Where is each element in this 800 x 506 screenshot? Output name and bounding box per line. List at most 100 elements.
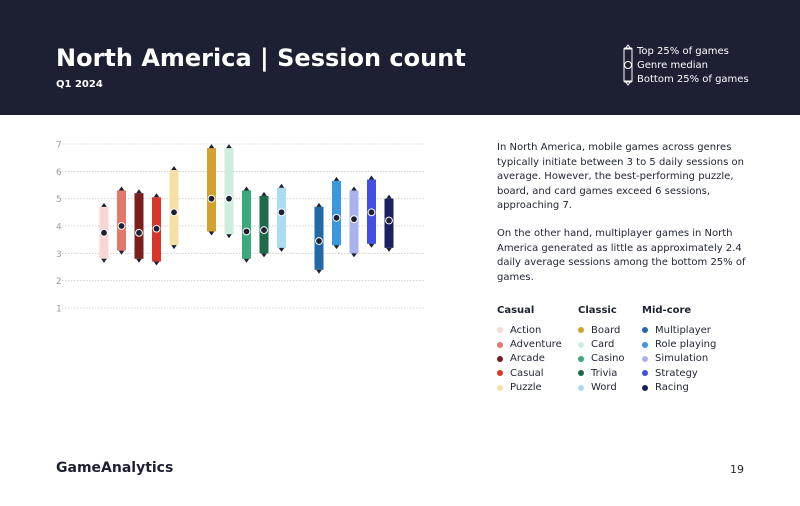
y-tick-label: 3 — [56, 250, 62, 260]
range-bar — [224, 148, 234, 235]
top-quartile-marker — [243, 186, 250, 191]
key-median-label: Genre median — [637, 60, 708, 71]
legend-label: Casino — [591, 353, 625, 365]
legend-group-title: Casual — [497, 305, 535, 316]
top-quartile-marker — [171, 165, 177, 170]
page-title: North America | Session count — [56, 44, 466, 72]
top-quartile-marker — [153, 193, 160, 198]
top-quartile-marker — [118, 186, 125, 191]
median-point — [367, 208, 376, 217]
legend-item-arcade: Arcade — [497, 352, 562, 366]
legend-swatch — [642, 384, 648, 391]
bottom-quartile-marker — [278, 247, 285, 252]
legend-label: Racing — [655, 382, 689, 394]
legend-item-racing: Racing — [642, 381, 716, 395]
median-point — [100, 228, 108, 237]
legend-label: Adventure — [510, 339, 562, 351]
legend-item-adventure: Adventure — [497, 337, 562, 351]
y-tick-label: 7 — [56, 141, 62, 151]
top-quartile-marker — [136, 189, 142, 194]
header-banner: North America | Session count Q1 2024 To… — [0, 0, 800, 115]
page-number: 19 — [730, 463, 744, 476]
legend-group-casual: Casual Action Adventure Arcade Casual Pu… — [497, 305, 562, 395]
legend-label: Puzzle — [510, 382, 542, 394]
median-point — [135, 228, 143, 237]
gameanalytics-logo: GameAnalytics — [56, 460, 174, 476]
y-tick-label: 5 — [56, 195, 62, 205]
range-bar — [242, 190, 251, 259]
median-point — [315, 237, 323, 245]
range-key-icon — [623, 44, 633, 86]
legend-item-casual: Casual — [497, 366, 562, 380]
range-bar — [117, 190, 126, 251]
median-point — [117, 222, 126, 230]
legend-swatch — [578, 341, 584, 348]
bottom-quartile-marker — [351, 253, 357, 258]
bottom-quartile-marker — [316, 269, 322, 274]
median-point — [207, 194, 216, 203]
median-point — [260, 226, 268, 234]
bottom-quartile-marker — [261, 253, 267, 258]
bottom-quartile-marker — [243, 258, 250, 263]
bottom-quartile-marker — [101, 258, 107, 263]
legend-label: Arcade — [510, 353, 545, 365]
median-point — [225, 194, 233, 203]
range-bar — [207, 148, 216, 232]
legend-swatch — [497, 370, 503, 377]
page-subtitle: Q1 2024 — [56, 79, 103, 90]
legend-label: Action — [510, 324, 542, 336]
key-bottom-label: Bottom 25% of games — [637, 74, 749, 85]
legend-item-strategy: Strategy — [642, 366, 716, 380]
legend-label: Simulation — [655, 353, 709, 365]
legend-swatch — [578, 370, 584, 377]
median-point — [332, 213, 341, 222]
median-point — [350, 215, 358, 224]
top-quartile-marker — [368, 175, 375, 180]
median-point — [170, 208, 178, 217]
median-point — [385, 216, 393, 225]
legend-label: Word — [591, 382, 617, 394]
top-quartile-marker — [316, 202, 322, 207]
top-quartile-marker — [278, 183, 285, 188]
legend-swatch — [578, 384, 584, 391]
legend-item-puzzle: Puzzle — [497, 381, 562, 395]
range-bar — [277, 187, 286, 248]
legend-item-card: Card — [578, 337, 625, 351]
range-chart: 1 2 3 4 5 6 7 — [56, 141, 425, 315]
legend-swatch — [642, 355, 648, 362]
legend-group-classic: Classic Board Card Casino Trivia Word — [578, 305, 625, 395]
legend-item-board: Board — [578, 323, 625, 337]
legend-item-casino: Casino — [578, 352, 625, 366]
top-quartile-marker — [351, 186, 357, 191]
top-quartile-marker — [386, 194, 392, 199]
bottom-quartile-marker — [136, 258, 142, 263]
legend-label: Multiplayer — [655, 324, 711, 336]
legend-group-midcore: Mid-core Multiplayer Role playing Simula… — [642, 305, 716, 395]
range-bar — [134, 193, 144, 259]
legend-item-multiplayer: Multiplayer — [642, 323, 716, 337]
range-bar — [332, 180, 341, 246]
y-tick-label: 2 — [56, 277, 62, 287]
top-quartile-marker — [261, 191, 267, 196]
bottom-quartile-marker — [208, 231, 215, 236]
description-paragraph-1: In North America, mobile games across ge… — [497, 142, 744, 212]
legend-item-role-playing: Role playing — [642, 337, 716, 351]
legend-label: Casual — [510, 367, 544, 379]
range-key: Top 25% of games Genre median Bottom 25%… — [620, 44, 790, 90]
bottom-quartile-marker — [171, 245, 177, 250]
legend-swatch — [497, 355, 503, 362]
legend-label: Strategy — [655, 367, 698, 379]
bottom-quartile-marker — [226, 234, 232, 239]
median-point — [152, 224, 161, 233]
legend-swatch — [497, 341, 503, 348]
median-point — [242, 227, 251, 236]
legend-swatch — [497, 327, 503, 334]
legend-label: Role playing — [655, 339, 717, 351]
legend-item-simulation: Simulation — [642, 352, 716, 366]
legend-label: Trivia — [591, 367, 618, 379]
bottom-quartile-marker — [118, 250, 125, 255]
legend-swatch — [578, 355, 584, 362]
y-tick-label: 6 — [56, 168, 62, 178]
legend-swatch — [642, 327, 648, 334]
legend-swatch — [642, 341, 648, 348]
